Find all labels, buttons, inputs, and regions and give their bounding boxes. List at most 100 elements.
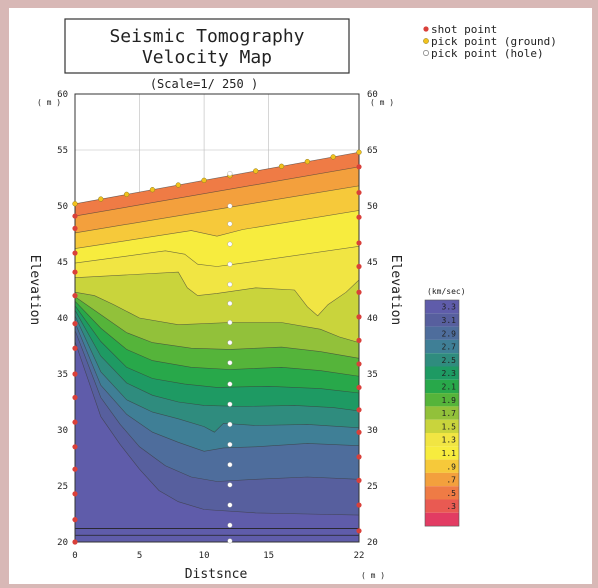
colorbar-swatch [425,353,459,367]
colorbar-swatch [425,459,459,473]
colorbar-swatch [425,419,459,433]
shot-point [72,225,78,231]
hole-pick-point [227,300,233,306]
chart-scale: (Scale=1/ 250 ) [150,77,258,91]
shot-point [356,477,362,483]
hole-pick-point [227,462,233,468]
y-tick-label-right: 35 [367,370,378,380]
y-tick-label-right: 50 [367,202,378,212]
colorbar-frame [424,299,460,527]
ground-pick-point [72,201,78,207]
colorbar-label: 2.9 [442,329,457,338]
hole-pick-point [227,421,233,427]
y-tick-label-left: 30 [57,426,68,436]
colorbar-swatch [425,326,459,340]
legend-ground-label: pick point (ground) [431,35,557,48]
hole-pick-point [227,538,233,544]
colorbar-label: 3.3 [442,303,457,312]
shot-point [356,337,362,343]
plot-area: 20 25 30 35 40 45 50 55 60 20 25 30 35 40 45 50 65 60 0 5 10… [57,90,378,561]
hole-pick-point [227,281,233,287]
shot-point [72,539,78,545]
y-tick-label-left: 40 [57,314,68,324]
hole-pick-point [227,502,233,508]
colorbar-swatch [425,406,459,420]
y-tick-label-left: 25 [57,482,68,492]
y-tick-label-right: 30 [367,426,378,436]
shot-point [72,213,78,219]
shot-point [72,466,78,472]
x-tick-label: 5 [137,551,142,561]
colorbar-swatch [425,366,459,380]
y-tick-label-left: 55 [57,146,68,156]
colorbar-label: .3 [446,502,456,511]
shot-point [356,528,362,534]
y-tick-label-left: 20 [57,538,68,548]
colorbar-label: .9 [446,462,456,471]
hole-pick-point [227,241,233,247]
colorbar-label: 3.1 [442,316,457,325]
legend-ground-marker [423,38,429,44]
hole-pick-point [227,171,233,177]
colorbar-swatch [425,300,459,314]
y-tick-label-left: 35 [57,370,68,380]
hole-pick-point [227,203,233,209]
shot-point [72,293,78,299]
title-box [64,18,350,74]
y-tick-label-right: 25 [367,482,378,492]
ground-pick-point [304,158,311,165]
colorbar-label: 1.1 [442,449,457,458]
hole-pick-point [227,482,233,488]
shot-point [72,345,78,351]
hole-pick-point [227,319,233,325]
hole-pick-point [227,381,233,387]
shot-point [356,407,362,413]
colorbar-swatch [425,512,459,527]
ground-pick-point [330,154,336,160]
colorbar-label: 2.7 [442,343,457,352]
x-unit: ( m ) [361,571,385,580]
colorbar-label: 2.5 [442,356,457,365]
shot-point [356,263,362,270]
shot-point [72,250,78,256]
colorbar-swatch [425,433,459,447]
shot-point [356,314,362,320]
y-unit-right: ( m ) [370,98,394,107]
shot-point [356,240,362,246]
ground-pick-point [98,196,104,202]
colorbar-label: 2.1 [442,382,457,391]
shot-point [72,269,78,275]
y-tick-label-right: 40 [367,314,378,324]
velocity-colorbar: 3.3 3.1 2.9 2.7 2.5 2.3 2.1 1.9 1.7 1.5 1.3 1.1 .9 .7… [424,299,460,527]
colorbar-label: .5 [446,489,456,498]
hole-pick-point [227,442,233,448]
figure-page: Seismic Tomography Velocity Map (Scale=1… [9,8,592,584]
legend-shot-label: shot point [431,23,497,36]
colorbar-label: 2.3 [442,369,457,378]
shot-point [356,502,362,508]
legend-shot-marker [423,26,429,32]
shot-point [72,517,78,523]
y-tick-label-right: 45 [367,258,378,268]
colorbar-swatch [425,472,459,487]
x-tick-label: 22 [354,551,365,561]
shot-point [356,214,362,220]
hole-pick-point [227,340,233,346]
velocity-map-chart: Seismic Tomography Velocity Map (Scale=1… [27,18,557,582]
shot-point [72,321,78,327]
colorbar-label: 1.9 [442,396,457,405]
x-tick-label: 0 [72,551,77,561]
ground-pick-point [175,182,181,188]
shot-point [72,419,78,425]
ground-pick-point [123,191,130,198]
shot-point [72,444,78,450]
y-tick-label-left: 50 [57,202,68,212]
y-tick-label-right: 65 [367,146,378,156]
shot-point [356,361,362,367]
y-axis-title-left: Elevation [27,255,42,325]
ground-pick-point [201,177,207,183]
colorbar-label: .7 [446,476,456,485]
x-tick-label: 10 [199,551,210,561]
hole-pick-point [227,221,233,227]
ground-pick-point [149,187,156,193]
